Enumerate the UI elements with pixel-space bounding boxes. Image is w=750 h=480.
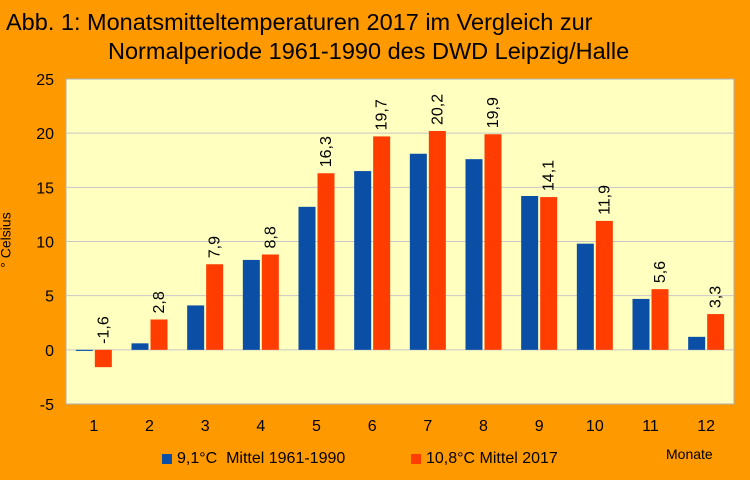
data-label: 2,8 — [151, 291, 168, 313]
y-tick-label: 5 — [45, 289, 54, 306]
bar-series2-1 — [94, 349, 112, 368]
bar-series1-9 — [521, 196, 539, 350]
data-label: 19,7 — [374, 99, 391, 130]
y-tick-label: -5 — [40, 397, 54, 414]
bar-series2-10 — [595, 220, 613, 350]
data-label: 5,6 — [652, 261, 669, 283]
bar-series2-7 — [428, 131, 446, 350]
y-tick-label: 0 — [45, 343, 54, 360]
bar-series1-4 — [242, 259, 260, 350]
bar-series2-2 — [150, 319, 168, 350]
x-tick-label: 12 — [697, 418, 715, 435]
x-tick-label: 1 — [89, 418, 98, 435]
bar-series2-3 — [206, 264, 224, 350]
x-tick-label: 7 — [423, 418, 432, 435]
x-tick-label: 3 — [201, 418, 210, 435]
bar-series1-1 — [75, 349, 93, 351]
legend-swatch-series1 — [162, 454, 172, 464]
bar-series2-12 — [707, 314, 725, 350]
bar-series2-4 — [261, 254, 279, 350]
chart-title: Abb. 1: Monatsmitteltemperaturen 2017 im… — [6, 8, 746, 66]
x-tick-label: 8 — [479, 418, 488, 435]
legend-swatch-series2 — [411, 454, 421, 464]
bar-series2-9 — [540, 197, 558, 350]
x-tick-label: 4 — [256, 418, 265, 435]
y-tick-label: 15 — [36, 180, 54, 197]
legend-label-series2: 10,8°C Mittel 2017 — [426, 450, 558, 467]
x-tick-label: 10 — [586, 418, 604, 435]
legend-item-series1: 9,1°C Mittel 1961-1990 — [162, 450, 345, 468]
x-axis-label: Monate — [666, 446, 713, 462]
legend: 9,1°C Mittel 1961-1990 10,8°C Mittel 201… — [0, 450, 750, 472]
legend-item-series2: 10,8°C Mittel 2017 — [411, 450, 558, 468]
title-line-2: Normalperiode 1961-1990 des DWD Leipzig/… — [108, 38, 630, 64]
data-label: 20,2 — [429, 94, 446, 125]
bar-series1-6 — [354, 171, 372, 350]
bar-series1-11 — [632, 298, 650, 350]
y-tick-label: 10 — [36, 235, 54, 252]
bar-series1-2 — [131, 343, 149, 350]
bar-series1-10 — [576, 243, 594, 350]
bar-series2-5 — [317, 173, 335, 350]
bar-series1-8 — [465, 159, 483, 350]
y-tick-label: 20 — [36, 126, 54, 143]
x-tick-label: 5 — [312, 418, 321, 435]
data-label: 14,1 — [541, 160, 558, 191]
data-label: 8,8 — [262, 226, 279, 248]
data-label: 16,3 — [318, 136, 335, 167]
bar-series1-5 — [298, 206, 316, 350]
bar-series1-7 — [409, 153, 427, 350]
data-label: 11,9 — [596, 185, 613, 215]
bar-series1-12 — [688, 336, 706, 350]
x-tick-label: 9 — [535, 418, 544, 435]
data-label: -1,6 — [95, 316, 112, 344]
title-line-1: Abb. 1: Monatsmitteltemperaturen 2017 im… — [6, 9, 593, 35]
bar-series2-11 — [651, 289, 669, 350]
data-label: 19,9 — [485, 97, 502, 128]
bar-series1-3 — [187, 305, 205, 350]
data-label: 3,3 — [708, 286, 725, 308]
bar-series2-6 — [373, 136, 391, 350]
x-tick-label: 6 — [368, 418, 377, 435]
x-tick-label: 2 — [145, 418, 154, 435]
data-label: 7,9 — [207, 236, 224, 258]
bar-series2-8 — [484, 134, 502, 350]
legend-label-series1: 9,1°C Mittel 1961-1990 — [177, 450, 346, 467]
y-tick-label: 25 — [36, 72, 54, 89]
x-tick-label: 11 — [642, 418, 659, 435]
